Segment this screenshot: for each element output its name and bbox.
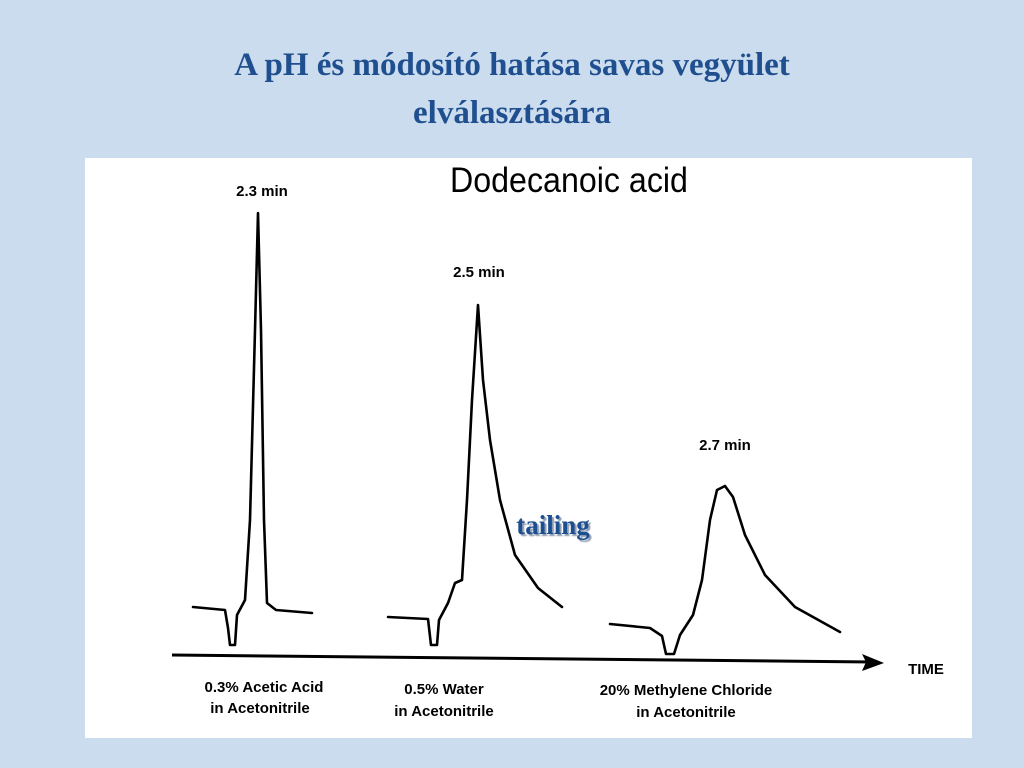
- condition-label: 0.5% Water: [404, 681, 484, 698]
- chromatogram-trace: [191, 211, 314, 647]
- axis-label: TIME: [908, 661, 944, 678]
- condition-label: 0.3% Acetic Acid: [205, 679, 324, 696]
- condition-label: in Acetonitrile: [210, 700, 309, 717]
- chromatogram-trace: [386, 303, 564, 647]
- condition-label: in Acetonitrile: [636, 704, 735, 721]
- chromatogram-trace: [608, 484, 842, 656]
- time-axis: [171, 653, 873, 664]
- slide-title: A pH és módosító hatása savas vegyület: [234, 47, 790, 83]
- peak-label: 2.3 min: [236, 183, 288, 200]
- condition-label: 20% Methylene Chloride: [600, 682, 773, 699]
- condition-label: in Acetonitrile: [394, 703, 493, 720]
- slide-title: elválasztására: [413, 95, 611, 131]
- axis-arrow: [862, 654, 884, 671]
- peak-label: 2.7 min: [699, 437, 751, 454]
- figure-panel: [85, 158, 972, 738]
- annotation: tailing: [516, 510, 590, 540]
- figure-title: Dodecanoic acid: [450, 162, 688, 201]
- peak-label: 2.5 min: [453, 264, 505, 281]
